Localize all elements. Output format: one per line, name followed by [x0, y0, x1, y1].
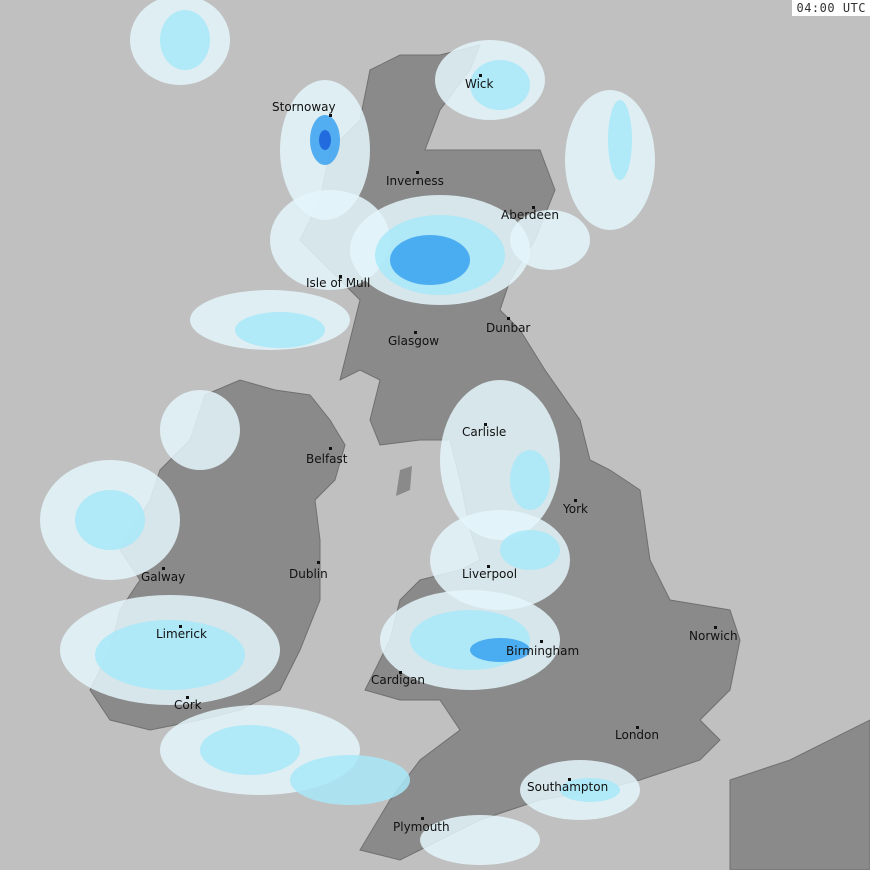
city-dot [484, 423, 487, 426]
city-label: Aberdeen [501, 208, 559, 222]
city-galway: Galway [141, 567, 185, 584]
city-belfast: Belfast [306, 447, 348, 466]
city-dot [162, 567, 165, 570]
city-dublin: Dublin [289, 561, 328, 581]
city-label: London [615, 728, 659, 742]
precip-area-very-light [420, 815, 540, 865]
city-label: Cork [174, 698, 202, 712]
precip-area-light [95, 620, 245, 690]
city-label: Limerick [156, 627, 207, 641]
city-dot [329, 447, 332, 450]
city-plymouth: Plymouth [393, 817, 450, 834]
precip-area-light [290, 755, 410, 805]
city-dot [540, 640, 543, 643]
precip-area-light [560, 778, 620, 802]
city-aberdeen: Aberdeen [501, 206, 559, 222]
city-dot [532, 206, 535, 209]
city-dot [421, 817, 424, 820]
city-label: Dunbar [486, 321, 530, 335]
precip-area-light [200, 725, 300, 775]
city-london: London [615, 726, 659, 742]
city-dot [186, 696, 189, 699]
city-glasgow: Glasgow [388, 331, 439, 348]
precip-area-light [500, 530, 560, 570]
city-label: York [562, 502, 588, 516]
city-label: Inverness [386, 174, 444, 188]
city-dot [179, 625, 182, 628]
city-label: Galway [141, 570, 185, 584]
city-dot [574, 499, 577, 502]
city-label: Belfast [306, 452, 348, 466]
precip-area-light [235, 312, 325, 348]
city-limerick: Limerick [156, 625, 207, 641]
city-dot [479, 74, 482, 77]
city-dot [636, 726, 639, 729]
europe-land [729, 719, 870, 870]
city-label: Cardigan [371, 673, 425, 687]
precipitation-layer [40, 0, 655, 865]
city-carlisle: Carlisle [462, 423, 506, 439]
city-label: Stornoway [272, 100, 336, 114]
city-birmingham: Birmingham [506, 640, 579, 658]
city-southampton: Southampton [527, 778, 608, 794]
city-dunbar: Dunbar [486, 317, 530, 335]
city-dot [416, 171, 419, 174]
city-liverpool: Liverpool [462, 565, 517, 581]
city-dot [339, 275, 342, 278]
city-dot [399, 671, 402, 674]
city-label: Wick [465, 77, 494, 91]
city-label: Dublin [289, 567, 328, 581]
city-dot [714, 626, 717, 629]
precip-area-light [470, 60, 530, 110]
city-dot [329, 114, 332, 117]
precip-area-heavy [319, 130, 331, 150]
precip-area-light [75, 490, 145, 550]
precip-area-light [160, 10, 210, 70]
city-cork: Cork [174, 696, 202, 712]
city-norwich: Norwich [689, 626, 738, 643]
city-cardigan: Cardigan [371, 671, 425, 687]
city-label: Carlisle [462, 425, 506, 439]
city-inverness: Inverness [386, 171, 444, 188]
precip-area-very-light [510, 210, 590, 270]
city-dot [507, 317, 510, 320]
city-label: Norwich [689, 629, 738, 643]
city-label: Plymouth [393, 820, 450, 834]
precip-area-moderate [470, 638, 530, 662]
city-label: Isle of Mull [306, 276, 370, 290]
city-label: Birmingham [506, 644, 579, 658]
precip-area-moderate [390, 235, 470, 285]
city-layer: Stornoway Wick Inverness Aberdeen Isle of Mu… [141, 74, 738, 834]
city-stornoway: Stornoway [272, 100, 336, 117]
city-label: Liverpool [462, 567, 517, 581]
city-label: Southampton [527, 780, 608, 794]
precip-area-light [510, 450, 550, 510]
city-york: York [562, 499, 588, 516]
timestamp-label: 04:00 UTC [792, 0, 870, 16]
city-dot [568, 778, 571, 781]
city-wick: Wick [465, 74, 494, 91]
precip-area-light [608, 100, 632, 180]
isle-of-man-land [396, 466, 412, 496]
precip-area-very-light [160, 390, 240, 470]
city-dot [414, 331, 417, 334]
city-label: Glasgow [388, 334, 439, 348]
city-isle-of-mull: Isle of Mull [306, 275, 370, 290]
city-dot [317, 561, 320, 564]
city-dot [487, 565, 490, 568]
